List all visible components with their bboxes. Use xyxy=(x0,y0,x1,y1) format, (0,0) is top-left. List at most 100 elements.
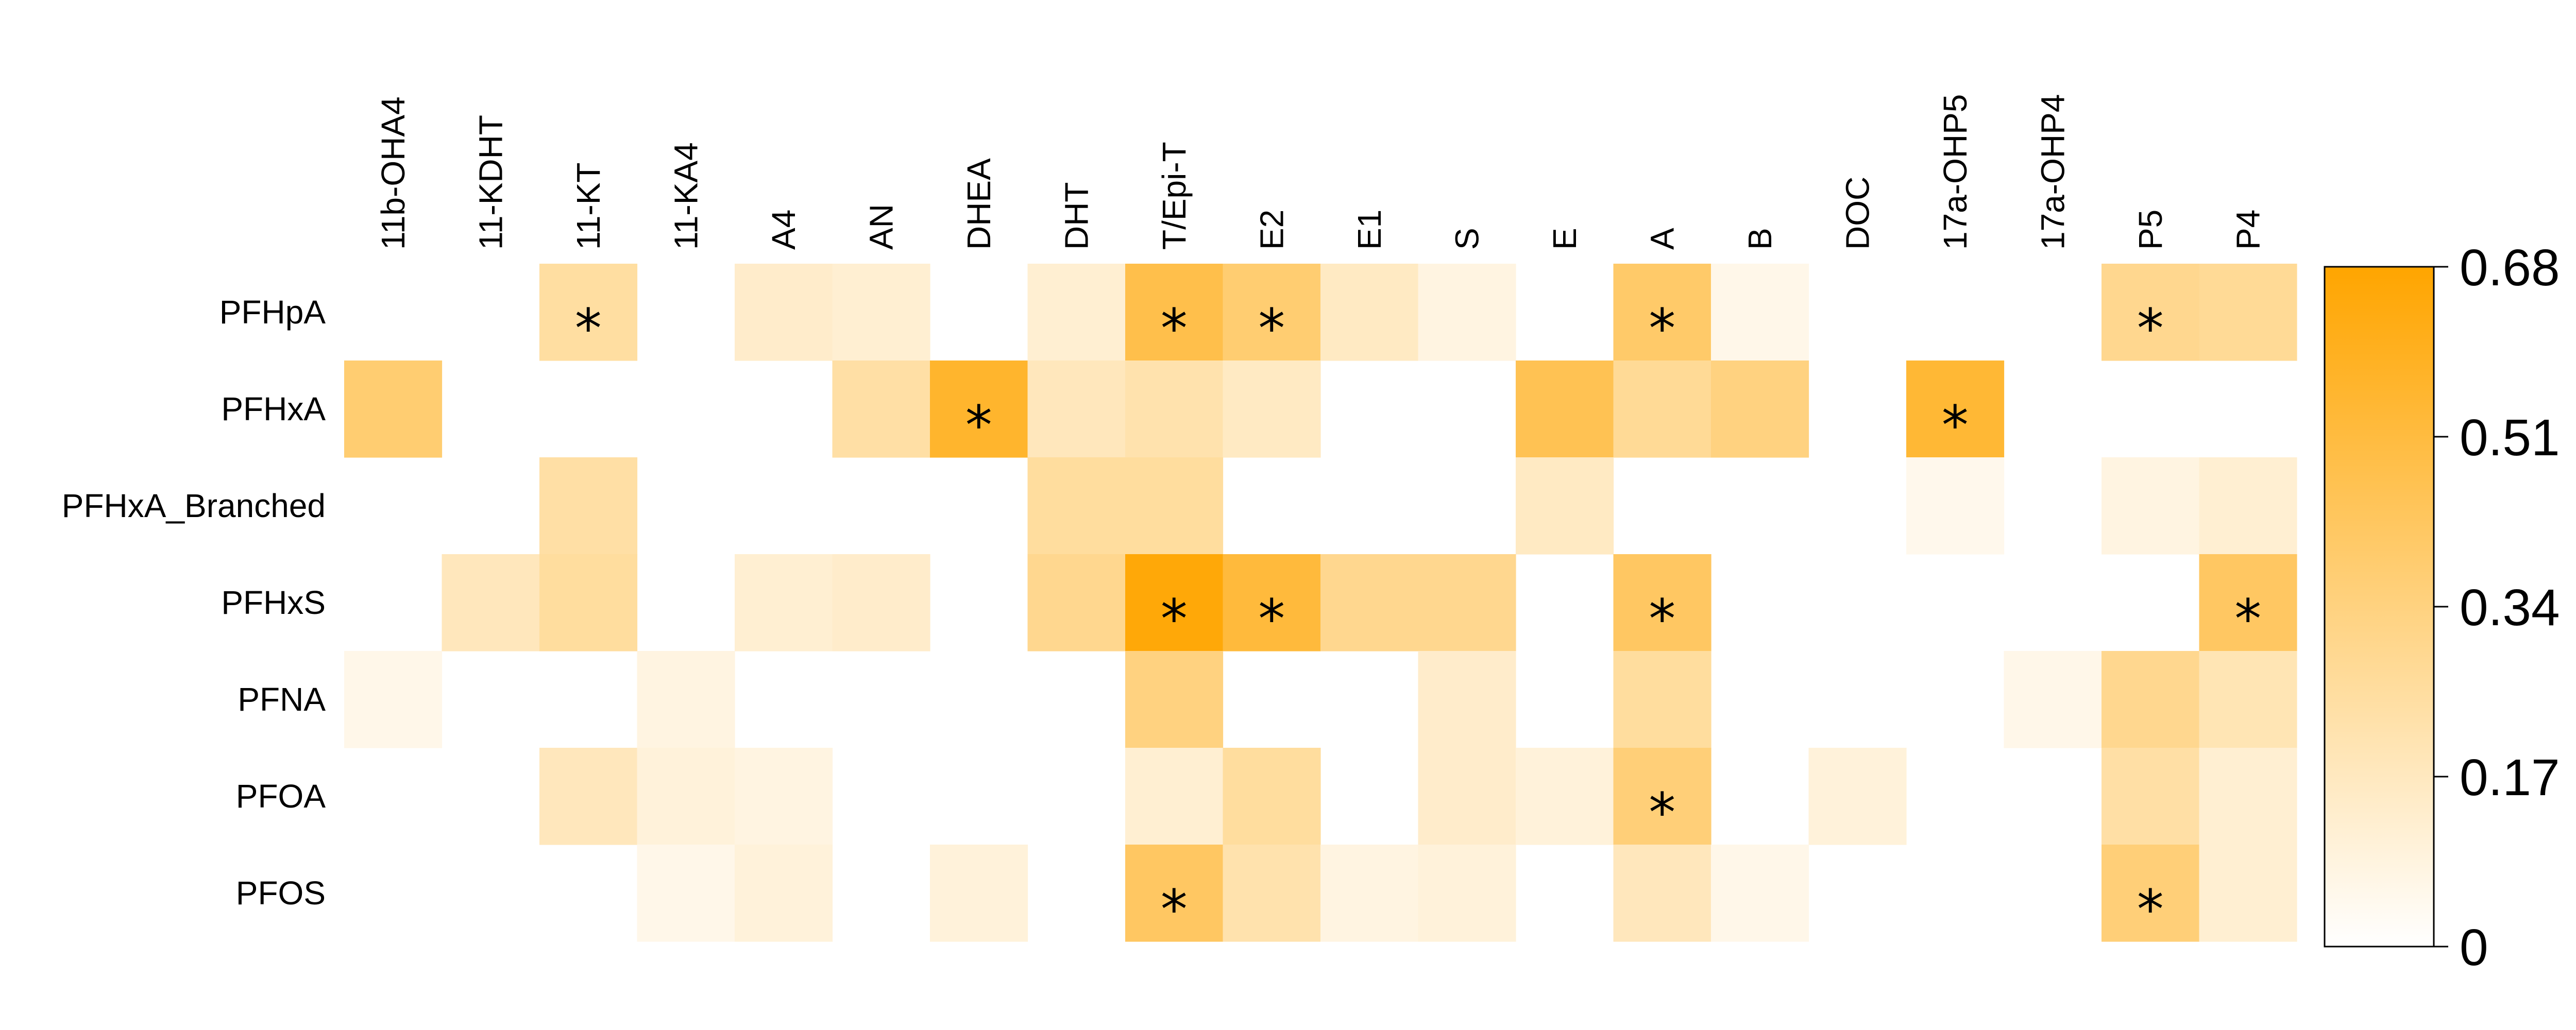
heatmap-cell xyxy=(930,845,1028,942)
column-label: 17a-OHP5 xyxy=(1937,94,1974,250)
column-label: E xyxy=(1546,228,1583,250)
heatmap-cell xyxy=(1808,748,1907,845)
column-label: P5 xyxy=(2132,210,2169,250)
significance-star: * xyxy=(1649,297,1675,360)
colorbar-tick-label: 0.17 xyxy=(2460,749,2560,806)
heatmap-cell xyxy=(1418,554,1516,651)
column-label: 17a-OHP4 xyxy=(2034,94,2071,250)
heatmap-cells xyxy=(344,264,2297,942)
column-label: T/Epi-T xyxy=(1156,142,1193,250)
column-label: B xyxy=(1741,228,1778,250)
colorbar-gradient xyxy=(2324,266,2435,948)
significance-star: * xyxy=(1258,297,1285,360)
heatmap-cell xyxy=(1320,554,1419,651)
heatmap-cell xyxy=(539,748,638,845)
heatmap-cell xyxy=(1613,651,1711,748)
significance-star: * xyxy=(2137,297,2164,360)
column-label: AN xyxy=(862,204,900,250)
column-label: P4 xyxy=(2229,210,2266,250)
heatmap-cell xyxy=(539,554,638,651)
heatmap-cell xyxy=(1418,651,1516,748)
heatmap-cell xyxy=(2004,651,2102,748)
heatmap-cell xyxy=(1906,457,2005,555)
heatmap-cell xyxy=(539,457,638,555)
column-label: 11b-OHA4 xyxy=(375,96,412,250)
heatmap-cell xyxy=(832,360,930,458)
significance-star: * xyxy=(1649,588,1675,650)
heatmap-cell xyxy=(1516,360,1614,458)
heatmap-cell xyxy=(930,360,1028,458)
heatmap-cell xyxy=(344,651,443,748)
column-label: A4 xyxy=(765,210,802,250)
heatmap-cell xyxy=(1125,360,1224,458)
row-label: PFHpA xyxy=(219,294,326,331)
column-label: 11-KA4 xyxy=(667,142,704,250)
heatmap-cell xyxy=(1906,360,2005,458)
colorbar: 0 0.17 0.34 0.51 0.68 xyxy=(2324,239,2560,976)
heatmap-cell xyxy=(1711,845,1809,942)
column-label: S xyxy=(1448,228,1485,250)
significance-star: * xyxy=(1649,781,1675,844)
heatmap-cell xyxy=(2102,457,2200,555)
column-label: DHEA xyxy=(960,158,997,250)
heatmap-cell xyxy=(832,264,930,361)
significance-star: * xyxy=(1161,588,1188,650)
heatmap-cell xyxy=(1125,748,1224,845)
significance-star: * xyxy=(1161,297,1188,360)
heatmap-cell xyxy=(735,845,833,942)
column-label: DHT xyxy=(1058,182,1095,250)
heatmap-cell xyxy=(1027,554,1126,651)
row-label: PFHxA_Branched xyxy=(62,487,326,524)
heatmap-cell xyxy=(2102,264,2200,361)
significance-star: * xyxy=(2137,878,2164,941)
significance-star: * xyxy=(965,394,992,457)
significance-markers: * * * * * * * * * * * * * * xyxy=(575,297,2262,941)
heatmap-cell xyxy=(1516,748,1614,845)
heatmap-cell xyxy=(1711,264,1809,361)
row-label: PFHxS xyxy=(221,584,326,621)
heatmap-cell xyxy=(637,748,735,845)
heatmap-cell xyxy=(1125,264,1224,361)
heatmap-cell xyxy=(2199,748,2297,845)
heatmap-cell xyxy=(2199,651,2297,748)
colorbar-tick-label: 0 xyxy=(2460,919,2488,976)
heatmap-cell xyxy=(344,360,443,458)
colorbar-ticks: 0 0.17 0.34 0.51 0.68 xyxy=(2434,239,2560,976)
heatmap-cell xyxy=(2199,845,2297,942)
column-label: A xyxy=(1643,228,1681,250)
heatmap-cell xyxy=(1418,845,1516,942)
heatmap-cell xyxy=(1125,845,1224,942)
column-label: DOC xyxy=(1839,177,1876,250)
heatmap-cell xyxy=(1711,360,1809,458)
row-label: PFOS xyxy=(236,874,326,912)
heatmap-cell xyxy=(735,264,833,361)
heatmap-cell xyxy=(1613,360,1711,458)
heatmap-cell xyxy=(1613,845,1711,942)
significance-star: * xyxy=(2234,588,2261,650)
heatmap-cell xyxy=(1320,845,1419,942)
significance-star: * xyxy=(1942,394,1969,457)
column-labels: 11b-OHA4 11-KDHT 11-KT 11-KA4 A4 AN DHEA DHT T/E… xyxy=(375,94,2267,250)
heatmap-cell xyxy=(1223,360,1321,458)
heatmap-cell xyxy=(1613,554,1711,651)
heatmap-cell xyxy=(1027,457,1126,555)
heatmap-cell xyxy=(2199,457,2297,555)
heatmap-cell xyxy=(1418,748,1516,845)
colorbar-tick-label: 0.68 xyxy=(2460,239,2560,297)
row-label: PFNA xyxy=(238,681,326,718)
heatmap-cell xyxy=(637,845,735,942)
heatmap-cell xyxy=(1613,264,1711,361)
significance-star: * xyxy=(1161,878,1188,941)
heatmap-cell xyxy=(1223,554,1321,651)
row-labels: PFHpA PFHxA PFHxA_Branched PFHxS PFNA PFOA PFO… xyxy=(62,294,326,912)
colorbar-tick-label: 0.34 xyxy=(2460,579,2560,637)
colorbar-tick-label: 0.51 xyxy=(2460,409,2560,467)
heatmap-cell xyxy=(539,264,638,361)
heatmap-cell xyxy=(2199,264,2297,361)
heatmap-cell xyxy=(1223,264,1321,361)
heatmap-cell xyxy=(1320,264,1419,361)
column-label: 11-KDHT xyxy=(472,115,509,250)
heatmap-cell xyxy=(1027,360,1126,458)
significance-star: * xyxy=(1258,588,1285,650)
